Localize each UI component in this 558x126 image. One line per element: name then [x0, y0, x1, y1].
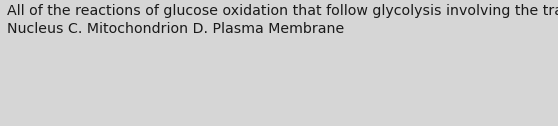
- Text: All of the reactions of glucose oxidation that follow glycolysis involving the t: All of the reactions of glucose oxidatio…: [7, 4, 558, 36]
